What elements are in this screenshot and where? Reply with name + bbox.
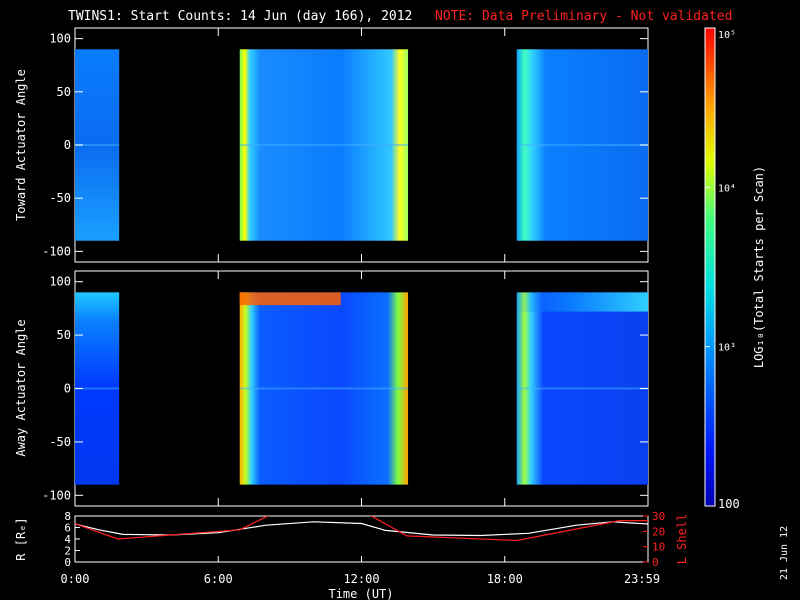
preliminary-note: NOTE: Data Preliminary - Not validated xyxy=(435,9,732,24)
colorbar-tick-label: 10³ xyxy=(718,343,736,354)
x-axis-label: Time (UT) xyxy=(328,587,393,600)
panel-away-ylabel: Away Actuator Angle xyxy=(14,319,28,456)
colorbar-tick-label: 100 xyxy=(718,497,740,511)
panel-orbit-xticks: 0:00 6:00 12:00 18:00 23:59 xyxy=(61,556,660,586)
panel-toward-blocks xyxy=(75,49,648,241)
ytick-label: -100 xyxy=(42,488,71,502)
left-tick-label: 4 xyxy=(64,533,71,546)
xtick-label: 23:59 xyxy=(624,572,660,586)
panel-orbit-right-ticks: 0 10 20 30 xyxy=(643,510,665,569)
zero-angle-band xyxy=(75,387,120,390)
left-tick-label: 8 xyxy=(64,510,71,523)
panel-away-yticks: -100 -50 0 50 100 xyxy=(42,275,648,502)
panel-toward: -100 -50 0 50 100 Toward Actuator Angle xyxy=(14,27,649,263)
zero-angle-band xyxy=(516,387,648,390)
ytick-label: -50 xyxy=(49,435,71,449)
panel-away: -100 -50 0 50 100 Away Actuator Angle xyxy=(14,270,649,507)
colorbar-scale xyxy=(704,27,716,507)
ytick-label: 50 xyxy=(57,85,71,99)
ytick-label: 0 xyxy=(64,382,71,396)
xtick-label: 12:00 xyxy=(343,572,379,586)
high-count-band xyxy=(239,292,341,306)
right-tick-label: 0 xyxy=(652,556,659,569)
colorbar-tick-label: 10⁵ xyxy=(718,30,736,41)
colorbar: 100 10³ 10⁴ 10⁵ LOG₁₀(Total Starts per Scan… xyxy=(704,27,766,511)
panel-orbit-lines xyxy=(75,516,648,542)
right-tick-label: 20 xyxy=(652,525,665,538)
lshell-line xyxy=(75,516,648,542)
colorbar-tick-label: 10⁴ xyxy=(718,183,736,194)
panel-toward-ylabel: Toward Actuator Angle xyxy=(14,69,28,221)
right-tick-label: 30 xyxy=(652,510,665,523)
radius-line xyxy=(75,521,648,537)
ytick-label: -100 xyxy=(42,244,71,258)
zero-angle-band xyxy=(239,387,409,390)
ytick-label: 100 xyxy=(49,275,71,289)
left-tick-label: 2 xyxy=(64,545,71,558)
panel-orbit-ylabel-right: L Shell xyxy=(675,514,689,565)
ytick-label: 0 xyxy=(64,138,71,152)
chart-title: TWINS1: Start Counts: 14 Jun (day 166), … xyxy=(68,9,412,24)
zero-angle-band xyxy=(516,144,648,146)
panel-orbit-ylabel-left: R [Rₑ] xyxy=(14,517,28,560)
zero-angle-band xyxy=(239,144,409,146)
panel-away-xticks xyxy=(74,271,649,506)
colorbar-ticks: 100 10³ 10⁴ 10⁵ xyxy=(705,27,740,511)
left-tick-label: 6 xyxy=(64,522,71,535)
left-tick-label: 0 xyxy=(64,556,71,569)
ytick-label: -50 xyxy=(49,191,71,205)
date-stamp: 21 Jun 12 xyxy=(779,526,790,580)
upper-angle-band xyxy=(516,292,648,312)
xtick-label: 18:00 xyxy=(487,572,523,586)
zero-angle-band xyxy=(75,144,120,146)
right-tick-label: 10 xyxy=(652,541,665,554)
xtick-label: 6:00 xyxy=(204,572,233,586)
ytick-label: 100 xyxy=(49,32,71,46)
ytick-label: 50 xyxy=(57,328,71,342)
panel-away-blocks xyxy=(75,292,648,485)
panel-toward-yticks: -100 -50 0 50 100 xyxy=(42,32,648,258)
colorbar-label: LOG₁₀(Total Starts per Scan) xyxy=(752,166,766,368)
panel-toward-xticks xyxy=(74,28,649,262)
xtick-label: 0:00 xyxy=(61,572,90,586)
